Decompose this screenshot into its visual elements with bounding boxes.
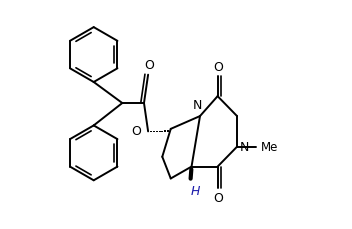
Text: O: O (144, 59, 154, 72)
Text: N: N (193, 99, 202, 112)
Text: Me: Me (260, 140, 278, 153)
Text: N: N (240, 140, 249, 153)
Text: O: O (214, 61, 224, 74)
Text: H: H (191, 185, 200, 198)
Text: O: O (214, 191, 224, 204)
Text: O: O (131, 124, 141, 137)
